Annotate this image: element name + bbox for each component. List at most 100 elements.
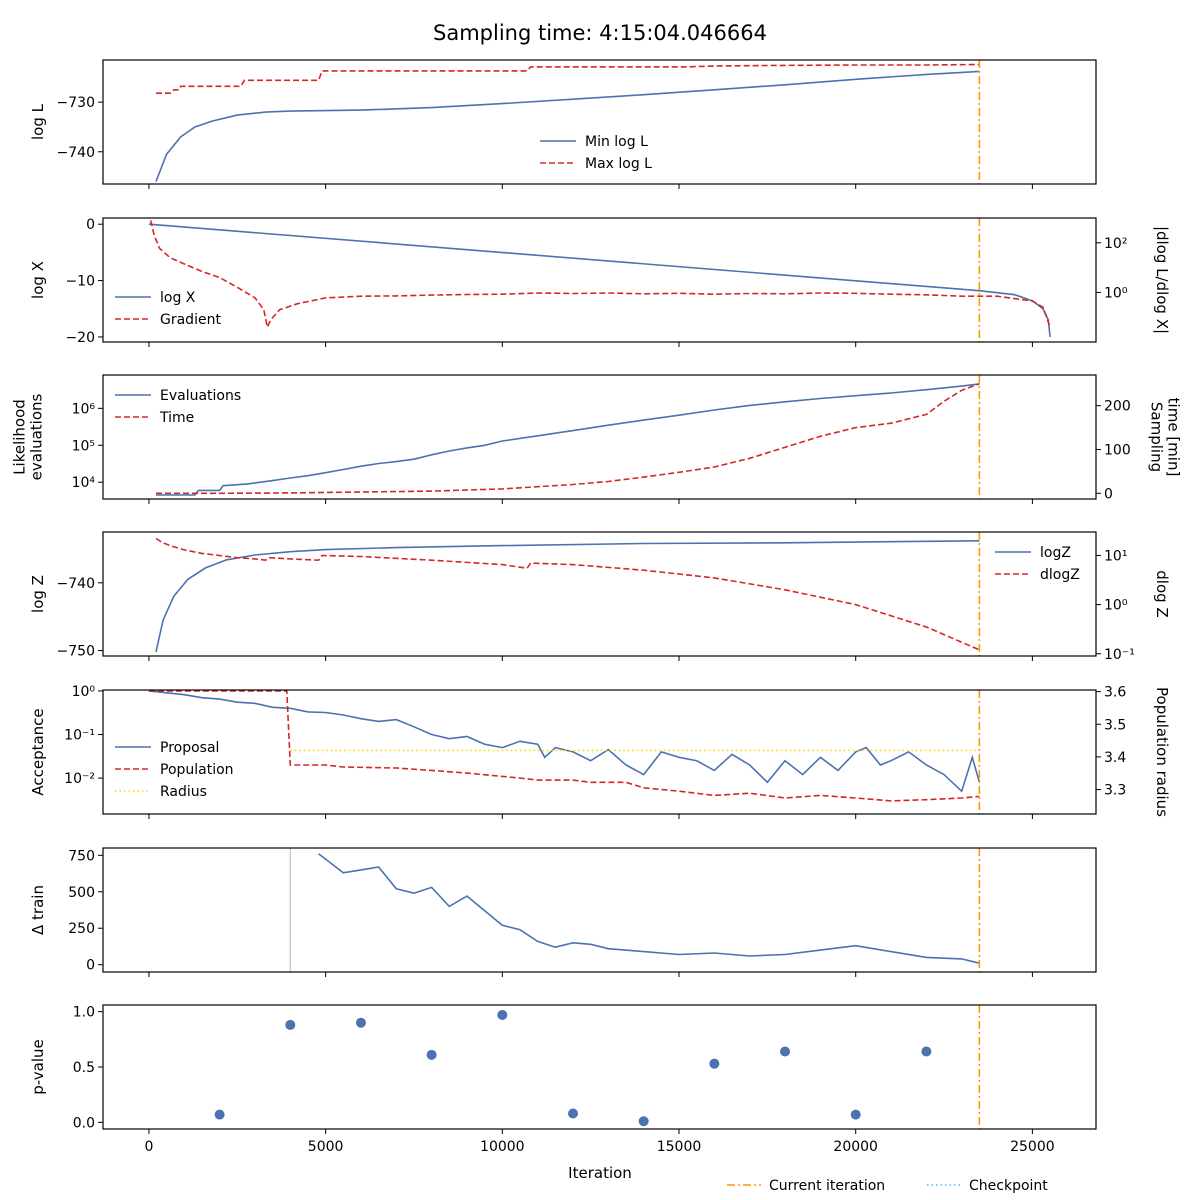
footer-legend-label: Checkpoint <box>969 1178 1048 1194</box>
y2-axis-label: Population radius <box>1153 687 1171 817</box>
legend-label: logZ <box>1040 545 1071 561</box>
x-axis-label: Iteration <box>568 1164 632 1182</box>
legend-label: Radius <box>160 784 207 800</box>
y-axis-label: log X <box>29 261 47 299</box>
legend-label: Gradient <box>160 312 221 328</box>
panel-6: 0 250 500 750 Δ train <box>29 847 1097 977</box>
y-axis-label: Δ train <box>29 885 47 935</box>
scatter-point <box>497 1009 508 1020</box>
legend-label: log X <box>160 290 196 306</box>
y-tick-label: 10⁻¹ <box>64 728 95 744</box>
y-tick-label: −20 <box>65 330 95 346</box>
y-tick-label: 0 <box>86 217 95 233</box>
axes-frame <box>102 847 1097 973</box>
axes-frame <box>102 689 1097 815</box>
scatter-point <box>426 1049 437 1060</box>
x-tick-label: 15000 <box>657 1139 702 1155</box>
y-tick-label: 1.0 <box>73 1005 95 1021</box>
y2-axis-label: dlog Z <box>1153 570 1171 617</box>
y2-tick-label: 10² <box>1104 236 1127 252</box>
y-axis-label: Likelihood <box>11 399 29 475</box>
y2-tick-label: 10⁰ <box>1104 285 1128 301</box>
y-tick-label: 10⁴ <box>72 475 96 491</box>
y-tick-label: 0 <box>86 958 95 974</box>
series-line-2 <box>156 383 980 495</box>
footer-legend-label: Current iteration <box>769 1178 885 1194</box>
series-line-2 <box>155 537 980 651</box>
legend-label: Time <box>159 410 194 426</box>
x-tick-label: 25000 <box>1010 1139 1055 1155</box>
x-tick-label: 0 <box>144 1139 153 1155</box>
y-tick-label: 10⁵ <box>72 438 95 454</box>
y2-tick-label: 3.3 <box>1104 783 1126 799</box>
x-tick-label: 5000 <box>308 1139 344 1155</box>
axes-frame <box>102 531 1097 657</box>
y-tick-label: −740 <box>57 576 95 592</box>
x-tick-label: 20000 <box>833 1139 878 1155</box>
panel-2: −20 −10 0 10⁰ 10² log X |dlog L/dlog X| log X Gr… <box>29 217 1171 347</box>
panel-3: 10⁴ 10⁵ 10⁶ 0 100 200 Likelihood evaluations Sam… <box>11 374 1183 504</box>
scatter-point <box>850 1109 861 1120</box>
y2-tick-label: 3.5 <box>1104 717 1126 733</box>
y2-tick-label: 200 <box>1104 399 1131 415</box>
y-axis-label: p-value <box>29 1039 47 1095</box>
figure-title: Sampling time: 4:15:04.046664 <box>433 21 767 45</box>
y-tick-label: 0.0 <box>73 1115 95 1131</box>
series-line-2 <box>148 690 980 802</box>
scatter-point <box>780 1046 791 1057</box>
legend-label: Min log L <box>585 134 648 150</box>
series-line-1 <box>318 853 980 964</box>
x-tick-label: 10000 <box>480 1139 525 1155</box>
series-line-2 <box>149 220 1051 330</box>
axes-frame <box>102 59 1097 185</box>
y2-tick-label: 0 <box>1104 486 1113 502</box>
y2-tick-label: 3.4 <box>1104 750 1126 766</box>
y-tick-label: −730 <box>57 95 95 111</box>
scatter-point <box>285 1019 296 1030</box>
y2-tick-label: 10⁰ <box>1104 598 1128 614</box>
y-tick-label: −740 <box>57 145 95 161</box>
y-tick-label: 10⁶ <box>72 401 96 417</box>
y2-axis-label: time [min] <box>1165 398 1183 477</box>
panel-5: 10⁻² 10⁻¹ 10⁰ 3.3 3.4 3.5 3.6 Acceptance Populat… <box>29 684 1171 819</box>
y-tick-label: 250 <box>68 921 95 937</box>
scatter-point <box>214 1109 225 1120</box>
y2-tick-label: 10¹ <box>1104 548 1127 564</box>
y2-axis-label: Sampling <box>1148 402 1166 472</box>
panel-1: −740 −730 log L Min log L Max log L <box>29 59 1097 189</box>
series-line-1 <box>148 223 1051 337</box>
y2-axis-label: |dlog L/dlog X| <box>1153 226 1171 334</box>
y-axis-label: evaluations <box>28 393 46 480</box>
panel-7: 0 5000 10000 15000 20000 25000 0.0 0.5 1.0 p-valu… <box>29 1004 1097 1155</box>
legend-label: Population <box>160 762 234 778</box>
y-tick-label: 750 <box>68 848 95 864</box>
scatter-point <box>355 1017 366 1028</box>
series-line-1 <box>155 70 980 182</box>
y-tick-label: −10 <box>65 274 95 290</box>
y-axis-label: Acceptance <box>29 708 47 795</box>
y2-tick-label: 3.6 <box>1104 685 1126 701</box>
series-line-2 <box>156 63 980 94</box>
scatter-point <box>638 1116 649 1127</box>
legend-label: Proposal <box>160 740 219 756</box>
scatter-point <box>567 1108 578 1119</box>
legend-label: dlogZ <box>1040 567 1080 583</box>
axes-frame <box>102 217 1097 343</box>
y-tick-label: 10⁻² <box>64 771 95 787</box>
y-axis-label: log L <box>29 103 47 140</box>
y-tick-label: 0.5 <box>73 1060 95 1076</box>
panel-4: −750 −740 10⁻¹ 10⁰ 10¹ log Z dlog Z logZ dlogZ <box>29 531 1171 663</box>
legend-label: Evaluations <box>160 388 241 404</box>
y-tick-label: 500 <box>68 885 95 901</box>
y2-tick-label: 100 <box>1104 442 1131 458</box>
y2-tick-label: 10⁻¹ <box>1104 647 1135 663</box>
series-line-1 <box>155 540 980 653</box>
axes-frame <box>102 1004 1097 1130</box>
series-line-1 <box>156 383 980 496</box>
y-axis-label: log Z <box>29 575 47 613</box>
legend-label: Max log L <box>585 156 652 172</box>
y-tick-label: 10⁰ <box>72 684 96 700</box>
scatter-point <box>709 1058 720 1069</box>
